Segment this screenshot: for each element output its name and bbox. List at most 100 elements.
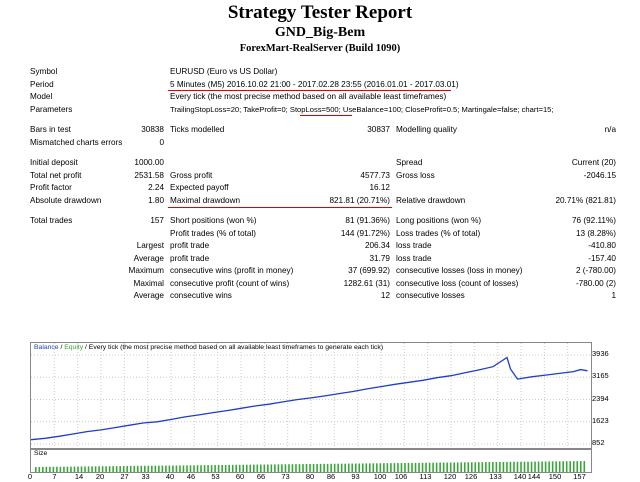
size-bar [175, 465, 178, 472]
row-trades: Total trades 157 Short positions (won %)… [0, 215, 640, 228]
size-bar [200, 465, 202, 472]
mxl-cl-value: -780.00 (2) [575, 278, 616, 288]
size-bar [463, 462, 466, 472]
x-tick-label: 80 [305, 472, 315, 481]
size-bar [56, 466, 58, 472]
size-bar [414, 462, 417, 472]
size-bar [579, 461, 582, 472]
size-bar [119, 466, 121, 472]
size-bar [453, 462, 455, 472]
avg-cl-label: consecutive losses [396, 291, 465, 300]
size-bar [105, 466, 107, 472]
size-bar [228, 464, 230, 472]
size-bar [319, 463, 322, 472]
size-bar [481, 462, 484, 472]
size-bar [189, 465, 192, 472]
absdd-label: Absolute drawdown [30, 195, 102, 205]
size-bar [203, 465, 206, 472]
x-tick-label: 40 [165, 472, 175, 481]
spread-value: Current (20) [571, 158, 616, 167]
size-bar [63, 466, 65, 472]
x-tick-label: 120 [443, 472, 457, 481]
row-net: Total net profit 2531.58 Gross profit 45… [0, 170, 640, 183]
chart-legend: Balance / Equity / Every tick (the most … [34, 344, 383, 351]
size-bar [210, 465, 213, 472]
size-bar [470, 462, 473, 472]
size-bar [101, 466, 104, 472]
average-pt-value: 31.79 [369, 253, 391, 263]
x-tick-label: 113 [419, 472, 432, 481]
size-bar [73, 466, 76, 472]
x-tick-label: 20 [95, 472, 105, 481]
size-bar [460, 462, 463, 472]
size-bar [143, 465, 146, 472]
x-tick-label: 27 [120, 472, 129, 481]
size-bar [565, 461, 568, 472]
x-tick-label: 100 [373, 472, 387, 481]
size-bar [84, 466, 86, 472]
gross-loss-value: -2046.15 [583, 170, 616, 180]
size-bar [38, 466, 41, 472]
x-tick-label: 133 [489, 472, 502, 481]
max-cl-label: consecutive losses (loss in money) [396, 266, 523, 275]
size-bar [221, 464, 223, 472]
size-bar [425, 462, 427, 472]
size-bar [126, 466, 129, 472]
lt-label: Loss trades (% of total) [396, 228, 481, 238]
size-bar [421, 462, 424, 472]
size-bar [516, 461, 519, 472]
mismatch-label: Mismatched charts errors [30, 137, 123, 147]
size-bar [70, 466, 72, 472]
size-bar [242, 464, 245, 472]
size-bar [333, 463, 336, 472]
size-bar [136, 465, 139, 472]
balance-chart: Balance / Equity / Every tick (the most … [30, 342, 592, 449]
balance-series-line [30, 356, 588, 441]
absdd-value: 1.80 [148, 195, 164, 205]
size-bar [383, 463, 385, 472]
size-bar [330, 463, 332, 472]
size-bar [435, 462, 438, 472]
size-bar [98, 466, 100, 472]
size-bar [558, 461, 561, 472]
avg-cw-value: 12 [380, 291, 390, 300]
size-bar [186, 465, 188, 472]
largest-lt-label: loss trade [396, 241, 432, 250]
row-mismatch: Mismatched charts errors 0 [0, 137, 640, 150]
symbol-value: EURUSD (Euro vs US Dollar) [170, 67, 278, 76]
average-lt-label: loss trade [396, 253, 432, 263]
avg-cl-value: 1 [611, 291, 616, 300]
x-tick-label: 73 [281, 472, 290, 481]
size-bar [309, 464, 311, 472]
size-label: Size [34, 450, 48, 457]
pt-value: 144 (91.72%) [340, 228, 390, 238]
size-bar [115, 466, 118, 472]
size-bar [499, 461, 501, 472]
size-bar [576, 461, 579, 472]
maxdd-label: Maximal drawdown [170, 195, 241, 205]
trades-value: 157 [150, 216, 164, 225]
size-bar [428, 462, 431, 472]
x-tick-label: 150 [548, 472, 562, 481]
size-bar [344, 463, 347, 472]
size-bar [260, 464, 262, 472]
maximal-label: Maximal [133, 278, 164, 288]
size-chart: Size [30, 449, 592, 473]
size-bar [77, 466, 79, 472]
row-largest: Largest profit trade 206.34 loss trade -… [0, 240, 640, 253]
size-bar [326, 463, 329, 472]
size-bar [347, 463, 350, 472]
size-bar [277, 464, 280, 472]
size-bar [270, 464, 273, 472]
size-bar [495, 461, 498, 472]
size-bar [154, 465, 157, 472]
size-bar [161, 465, 164, 472]
size-bar [372, 463, 375, 472]
stoploss-underline [300, 114, 352, 116]
size-bar [379, 463, 382, 472]
size-bar [281, 464, 283, 472]
pf-label: Profit factor [30, 183, 72, 192]
payoff-label: Expected payoff [170, 183, 229, 192]
row-period: Period 5 Minutes (M5) 2016.10.02 21:00 -… [0, 79, 640, 92]
y-tick-label: 852 [592, 438, 605, 447]
